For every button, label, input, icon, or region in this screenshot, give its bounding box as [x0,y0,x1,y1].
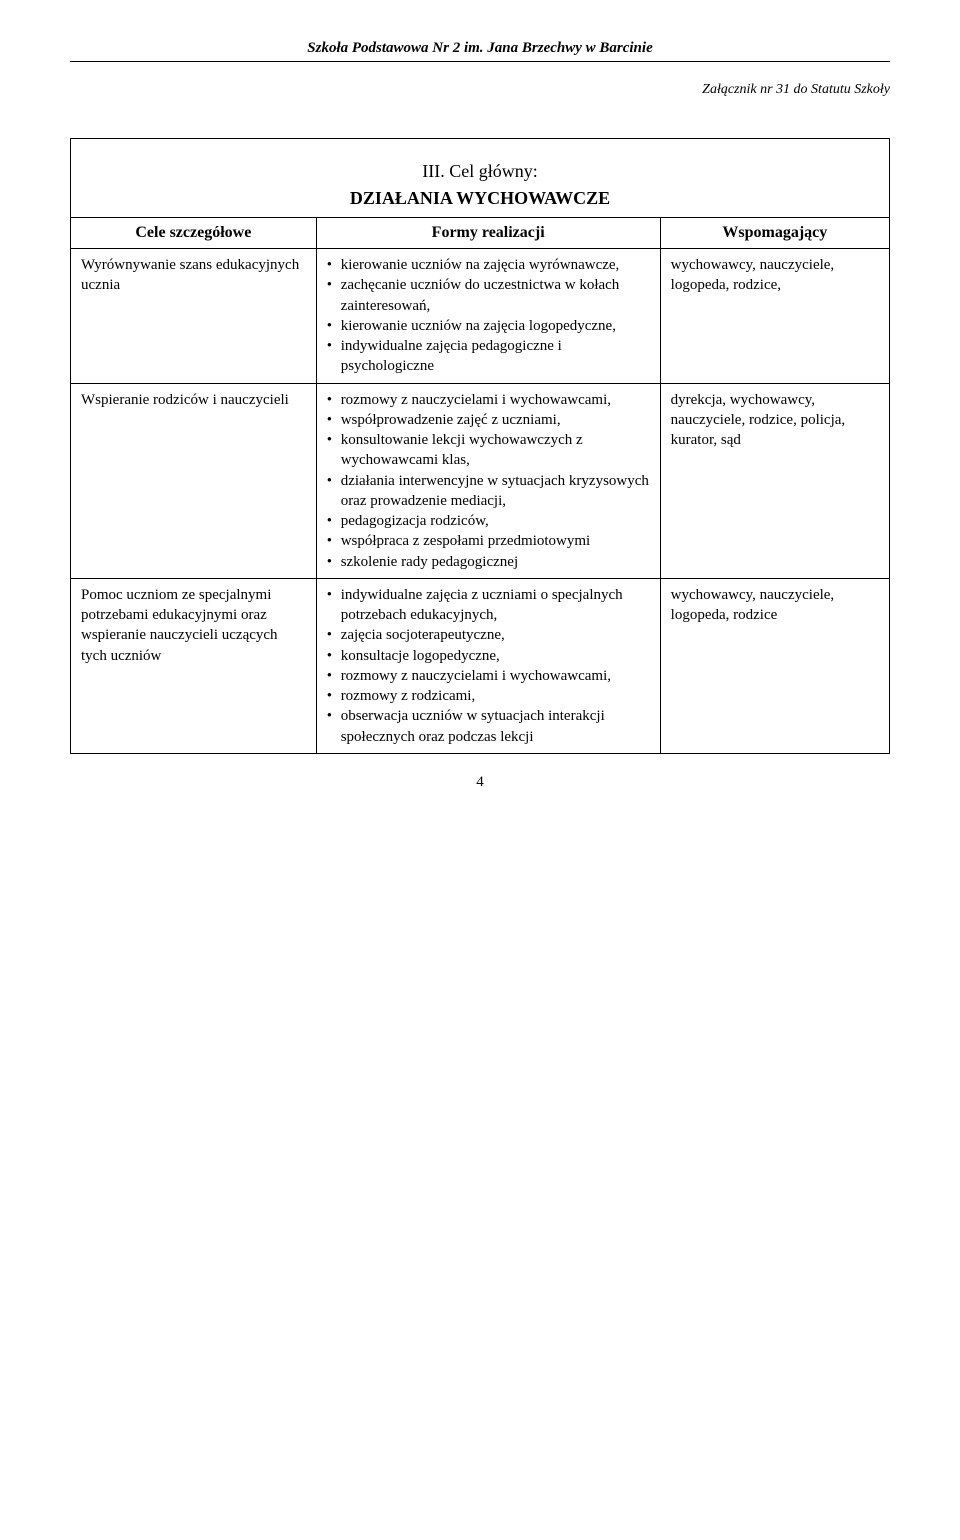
table-row: Pomoc uczniom ze specjalnymi potrzebami … [71,578,890,753]
list-item: działania interwencyjne w sytuacjach kry… [327,471,650,512]
cell-support: dyrekcja, wychowawcy, nauczyciele, rodzi… [660,383,889,578]
list-item: konsultowanie lekcji wychowawczych z wyc… [327,430,650,471]
list-item: rozmowy z nauczycielami i wychowawcami, [327,390,650,410]
list-item: szkolenie rady pedagogicznej [327,552,650,572]
list-item: pedagogizacja rodziców, [327,511,650,531]
col-header-goals: Cele szczegółowe [71,218,317,249]
list-item: kierowanie uczniów na zajęcia wyrównawcz… [327,255,650,275]
list-item: współpraca z zespołami przedmiotowymi [327,531,650,551]
attachment-label: Załącznik nr 31 do Statutu Szkoły [70,82,890,98]
list-item: współprowadzenie zajęć z uczniami, [327,410,650,430]
cell-goal: Pomoc uczniom ze specjalnymi potrzebami … [71,578,317,753]
list-item: kierowanie uczniów na zajęcia logopedycz… [327,316,650,336]
forms-list: indywidualne zajęcia z uczniami o specja… [327,585,650,747]
forms-list: rozmowy z nauczycielami i wychowawcami, … [327,390,650,572]
cell-support: wychowawcy, nauczyciele, logopeda, rodzi… [660,578,889,753]
list-item: indywidualne zajęcia pedagogiczne i psyc… [327,336,650,377]
table-row: Wspieranie rodziców i nauczycieli rozmow… [71,383,890,578]
section-subtitle: DZIAŁANIA WYCHOWAWCZE [81,188,879,209]
list-item: rozmowy z nauczycielami i wychowawcami, [327,666,650,686]
main-table: III. Cel główny: DZIAŁANIA WYCHOWAWCZE C… [70,138,890,754]
forms-list: kierowanie uczniów na zajęcia wyrównawcz… [327,255,650,377]
cell-goal: Wyrównywanie szans edukacyjnych ucznia [71,249,317,384]
table-header-row: Cele szczegółowe Formy realizacji Wspoma… [71,218,890,249]
section-roman-title: III. Cel główny: [81,149,879,182]
header-divider [70,61,890,62]
page-number: 4 [70,774,890,791]
title-cell: III. Cel główny: DZIAŁANIA WYCHOWAWCZE [71,139,890,218]
col-header-support: Wspomagający [660,218,889,249]
list-item: obserwacja uczniów w sytuacjach interakc… [327,706,650,747]
list-item: zachęcanie uczniów do uczestnictwa w koł… [327,275,650,316]
col-header-forms: Formy realizacji [316,218,660,249]
cell-forms: indywidualne zajęcia z uczniami o specja… [316,578,660,753]
table-row: Wyrównywanie szans edukacyjnych ucznia k… [71,249,890,384]
list-item: rozmowy z rodzicami, [327,686,650,706]
school-header: Szkoła Podstawowa Nr 2 im. Jana Brzechwy… [70,40,890,57]
cell-forms: kierowanie uczniów na zajęcia wyrównawcz… [316,249,660,384]
list-item: konsultacje logopedyczne, [327,646,650,666]
cell-support: wychowawcy, nauczyciele, logopeda, rodzi… [660,249,889,384]
cell-goal: Wspieranie rodziców i nauczycieli [71,383,317,578]
list-item: indywidualne zajęcia z uczniami o specja… [327,585,650,626]
list-item: zajęcia socjoterapeutyczne, [327,625,650,645]
cell-forms: rozmowy z nauczycielami i wychowawcami, … [316,383,660,578]
